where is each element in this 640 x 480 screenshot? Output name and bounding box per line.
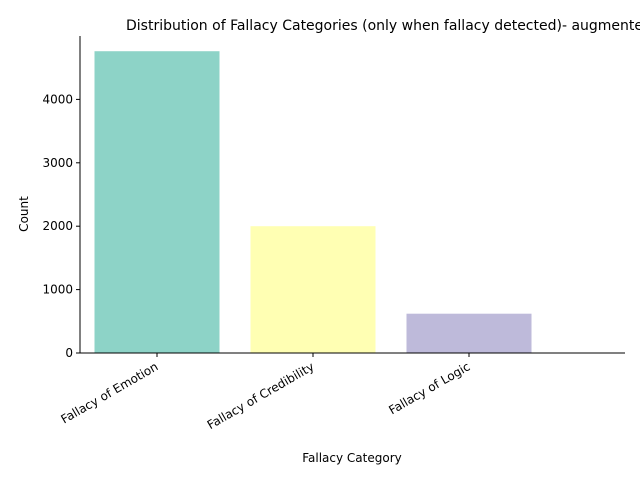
axes-layer <box>79 36 625 354</box>
bar-1 <box>250 226 376 353</box>
y-axis-label: Count <box>17 196 31 232</box>
x-tick-label-2: Fallacy of Logic <box>386 359 472 417</box>
x-ticks: Fallacy of Emotion Fallacy of Credibility… <box>59 353 473 432</box>
y-tick-label-1: 1000 <box>42 283 73 297</box>
bar-2 <box>406 313 532 353</box>
y-ticks: 0 1000 2000 3000 4000 <box>42 92 80 360</box>
x-axis-label: Fallacy Category <box>302 451 402 465</box>
x-tick-label-1: Fallacy of Credibility <box>205 359 317 432</box>
bars-layer <box>94 51 532 353</box>
x-tick-label-0: Fallacy of Emotion <box>59 359 161 426</box>
y-tick-label-2: 2000 <box>42 219 73 233</box>
y-tick-label-3: 3000 <box>42 156 73 170</box>
bar-0 <box>94 51 220 353</box>
y-tick-label-4: 4000 <box>42 92 73 106</box>
y-tick-label-0: 0 <box>65 346 73 360</box>
chart-title: Distribution of Fallacy Categories (only… <box>126 18 640 34</box>
